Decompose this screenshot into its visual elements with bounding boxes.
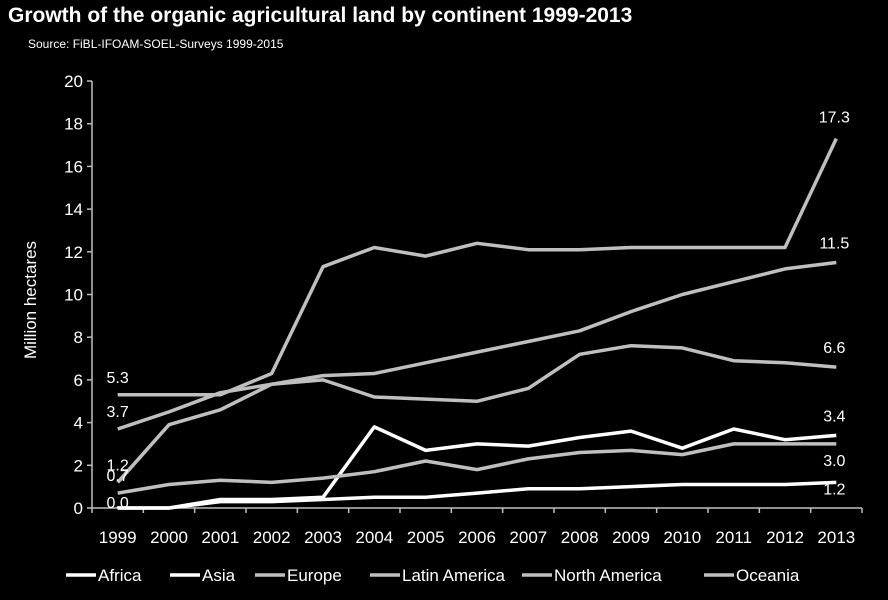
y-axis-ticks: 0 2 4 6 8 10 12 14 16 18 20 bbox=[64, 72, 92, 518]
legend-label-africa: Africa bbox=[98, 566, 142, 585]
y-tick-label: 12 bbox=[64, 243, 83, 262]
x-tick-label: 2005 bbox=[407, 528, 445, 547]
data-label-end-europe: 11.5 bbox=[819, 235, 849, 252]
y-tick-label: 14 bbox=[64, 200, 83, 219]
series-line-asia bbox=[117, 425, 837, 510]
y-tick-label: 20 bbox=[64, 72, 83, 91]
data-label-end-asia: 3.4 bbox=[823, 408, 845, 425]
series-line-oceania bbox=[117, 137, 838, 397]
y-tick-label: 2 bbox=[74, 456, 83, 475]
y-axis-label: Million hectares bbox=[21, 241, 40, 359]
data-label-end-oceania: 17.3 bbox=[819, 110, 850, 127]
y-tick-label: 16 bbox=[64, 157, 83, 176]
y-tick-label: 8 bbox=[74, 328, 83, 347]
x-tick-label: 2009 bbox=[612, 528, 650, 547]
data-label-start-oceania: 5.3 bbox=[107, 370, 129, 387]
x-tick-label: 2002 bbox=[253, 528, 291, 547]
data-labels: 0.0 1.2 3.4 3.7 11.5 1.2 6.6 0.7 3.0 5.3 17.3 bbox=[107, 110, 850, 512]
series-lines bbox=[116, 137, 838, 510]
series-line-africa bbox=[117, 480, 837, 510]
x-tick-label: 2011 bbox=[715, 528, 752, 547]
data-label-end-north-america: 3.0 bbox=[823, 453, 845, 470]
series-line-north-america bbox=[117, 442, 837, 495]
legend-label-asia: Asia bbox=[202, 566, 236, 585]
legend: Africa Asia Europe Latin America North Ameri… bbox=[66, 566, 800, 585]
y-tick-label: 4 bbox=[74, 414, 83, 433]
series-line-latin-america bbox=[116, 343, 837, 484]
y-tick-label: 10 bbox=[64, 286, 83, 305]
y-tick-label: 6 bbox=[74, 371, 83, 390]
legend-label-europe: Europe bbox=[287, 566, 342, 585]
chart-title: Growth of the organic agricultural land … bbox=[8, 4, 633, 27]
x-tick-label: 2000 bbox=[150, 528, 188, 547]
x-tick-label: 2001 bbox=[201, 528, 239, 547]
x-tick-label: 2013 bbox=[817, 528, 855, 547]
y-tick-label: 18 bbox=[64, 115, 83, 134]
x-axis-ticks: 1999 2000 2001 2002 2003 2004 2005 2006 2007 2008… bbox=[91, 508, 863, 547]
data-label-start-latin-america: 1.2 bbox=[107, 457, 129, 474]
data-label-end-africa: 1.2 bbox=[823, 481, 845, 498]
x-tick-label: 2003 bbox=[304, 528, 342, 547]
x-tick-label: 2007 bbox=[509, 528, 547, 547]
legend-label-north-america: North America bbox=[554, 566, 662, 585]
data-label-start-north-america: 0.7 bbox=[107, 468, 129, 485]
x-tick-label: 2010 bbox=[663, 528, 701, 547]
x-tick-label: 2012 bbox=[766, 528, 804, 547]
data-label-end-latin-america: 6.6 bbox=[823, 340, 845, 357]
data-label-start-africa: 0.0 bbox=[107, 495, 129, 512]
x-tick-label: 2004 bbox=[355, 528, 393, 547]
legend-label-oceania: Oceania bbox=[736, 566, 800, 585]
legend-label-latin-america: Latin America bbox=[402, 566, 506, 585]
x-tick-label: 2008 bbox=[561, 528, 599, 547]
data-label-start-europe: 3.7 bbox=[107, 404, 129, 421]
series-line-europe bbox=[117, 260, 837, 431]
x-tick-label: 1999 bbox=[99, 528, 137, 547]
y-tick-label: 0 bbox=[74, 499, 83, 518]
chart-subtitle: Source: FiBL-IFOAM-SOEL-Surveys 1999-201… bbox=[28, 37, 284, 51]
x-tick-label: 2006 bbox=[458, 528, 496, 547]
